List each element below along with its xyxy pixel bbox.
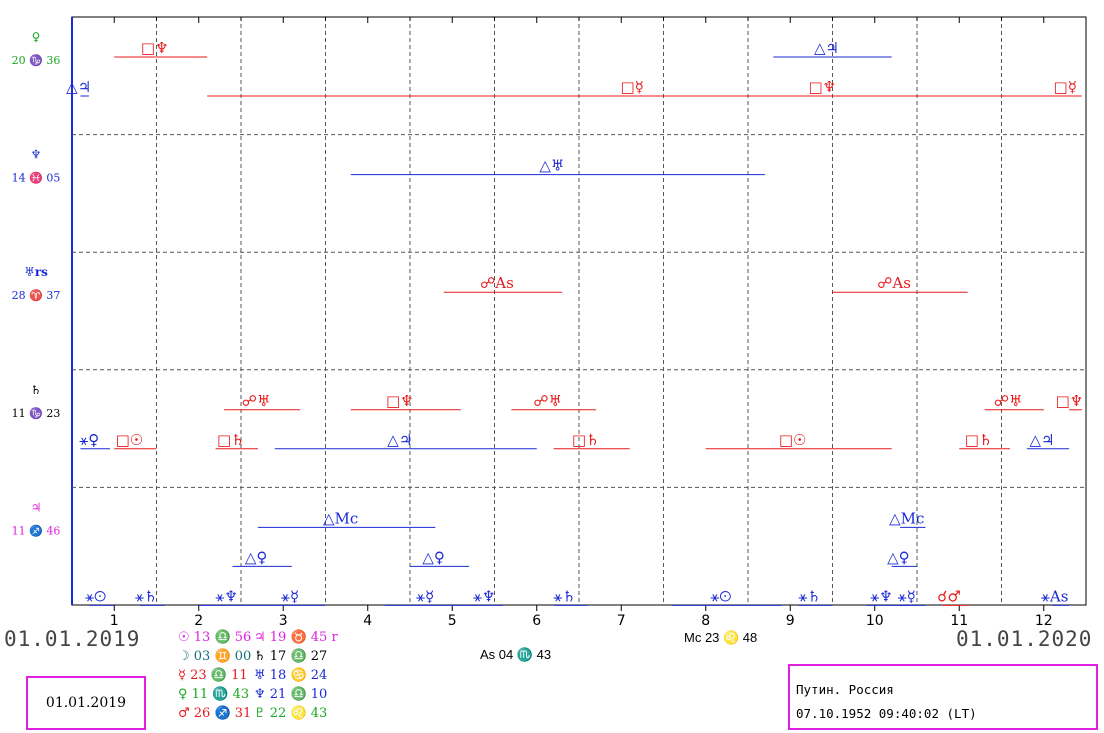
aspect-label: △♅	[539, 157, 564, 175]
x-tick-label: 1	[110, 613, 119, 629]
row-planet-position: 14 ♓ 05	[12, 172, 61, 185]
aspect-label: ⚹☿	[416, 587, 434, 605]
position-sun: ☉ 13 ♎ 56	[178, 630, 252, 645]
aspect-label: □♄	[965, 431, 993, 449]
aspect-label: □☿	[1054, 78, 1077, 96]
aspect-label: △♃	[66, 78, 91, 96]
aspect-label: △♃	[814, 39, 839, 57]
natal-positions-right: ♃ 19 ♉ 45 r ♄ 17 ♎ 27 ♅ 18 ♋ 24 ♆ 21 ♎ 1…	[254, 628, 338, 723]
x-tick-label: 5	[448, 613, 457, 629]
aspect-label: □♄	[572, 431, 600, 449]
aspect-label: △♃	[1029, 431, 1054, 449]
aspect-label: ⚹☿	[281, 587, 299, 605]
x-tick-label: 4	[363, 613, 372, 629]
row-planet-glyph: ♅rs	[24, 265, 48, 279]
chart-birth-datetime: 07.10.1952 09:40:02 (LT)	[796, 706, 977, 721]
x-tick-label: 6	[532, 613, 541, 629]
row-planet-position: 11 ♑ 23	[12, 407, 61, 420]
row-planet-glyph: ♃	[31, 500, 42, 514]
aspect-label: △♀	[422, 548, 445, 566]
aspect-label: □☿	[620, 78, 643, 96]
x-tick-label: 7	[617, 613, 626, 629]
aspect-label: □☉	[116, 431, 144, 449]
aspect-label: □♆	[141, 39, 169, 57]
aspect-label: △♀	[887, 548, 910, 566]
aspect-label: △♃	[387, 431, 412, 449]
aspect-label: ⚹♄	[553, 587, 575, 605]
chart-subject-name: Путин. Россия	[796, 682, 894, 697]
x-tick-label: 8	[701, 613, 710, 629]
aspect-label: ⚹☉	[85, 587, 106, 605]
aspect-label: □♆	[808, 78, 836, 96]
aspect-label: △Mc	[889, 509, 924, 527]
midheaven-position: Mc 23 ♌ 48	[684, 630, 758, 645]
aspect-label: △♀	[245, 548, 268, 566]
aspect-label: ☌♂	[937, 587, 961, 605]
position-venus: ♀ 11 ♏ 43	[178, 687, 250, 702]
row-planet-glyph: ♄	[31, 383, 42, 397]
row-planet-position: 28 ♈ 37	[12, 289, 61, 302]
x-tick-label: 3	[279, 613, 288, 629]
aspect-label: ⚹☉	[710, 587, 731, 605]
position-neptune: ♆ 21 ♎ 10	[254, 687, 328, 702]
aspect-label: □♆	[1056, 392, 1084, 410]
row-planet-glyph: ♀	[32, 30, 41, 44]
aspect-label: ⚹♀	[79, 431, 99, 449]
end-date: 01.01.2020	[956, 627, 1093, 651]
chart-info-box: Путин. Россия 07.10.1952 09:40:02 (LT)	[788, 664, 1098, 730]
aspect-label: □♄	[217, 431, 245, 449]
start-date: 01.01.2019	[4, 627, 141, 651]
row-planet-glyph: ♆	[31, 148, 42, 162]
aspect-label: □☉	[779, 431, 807, 449]
natal-positions-left: ☉ 13 ♎ 56 ☽ 03 ♊ 00 ☿ 23 ♎ 11 ♀ 11 ♏ 43 …	[178, 628, 251, 723]
current-date-box[interactable]: 01.01.2019	[26, 676, 146, 730]
position-pluto: ♇ 22 ♌ 43	[254, 706, 328, 721]
x-tick-label: 11	[950, 613, 968, 629]
aspect-label: ⚹♆	[473, 587, 495, 605]
position-mercury: ☿ 23 ♎ 11	[178, 668, 248, 683]
aspect-label: ☍♅	[242, 392, 271, 410]
x-tick-label: 9	[786, 613, 795, 629]
aspect-label: ⚹♆	[215, 587, 237, 605]
x-tick-label: 2	[194, 613, 203, 629]
x-tick-label: 12	[1035, 613, 1053, 629]
aspect-label: □♆	[386, 392, 414, 410]
aspect-label: ☍As	[877, 274, 911, 292]
x-tick-label: 10	[866, 613, 884, 629]
position-jupiter: ♃ 19 ♉ 45 r	[254, 630, 338, 645]
ascendant-position: As 04 ♏ 43	[480, 647, 552, 662]
aspect-label: ☍As	[480, 274, 514, 292]
aspect-label: ⚹♄	[798, 587, 820, 605]
position-uranus: ♅ 18 ♋ 24	[254, 668, 328, 683]
row-planet-position: 11 ♐ 46	[12, 524, 61, 537]
position-saturn: ♄ 17 ♎ 27	[254, 649, 328, 664]
aspect-label: ☍♅	[533, 392, 562, 410]
position-moon: ☽ 03 ♊ 00	[178, 649, 252, 664]
aspect-label: ⚹As	[1041, 587, 1069, 605]
aspect-label: ⚹☿	[898, 587, 916, 605]
position-mars: ♂ 26 ♐ 31	[178, 706, 252, 721]
row-planet-position: 20 ♑ 36	[12, 54, 61, 67]
aspect-label: ☍♅	[994, 392, 1023, 410]
aspect-label: △Mc	[323, 509, 358, 527]
aspect-label: ⚹♄	[135, 587, 157, 605]
aspect-label: ⚹♆	[870, 587, 892, 605]
